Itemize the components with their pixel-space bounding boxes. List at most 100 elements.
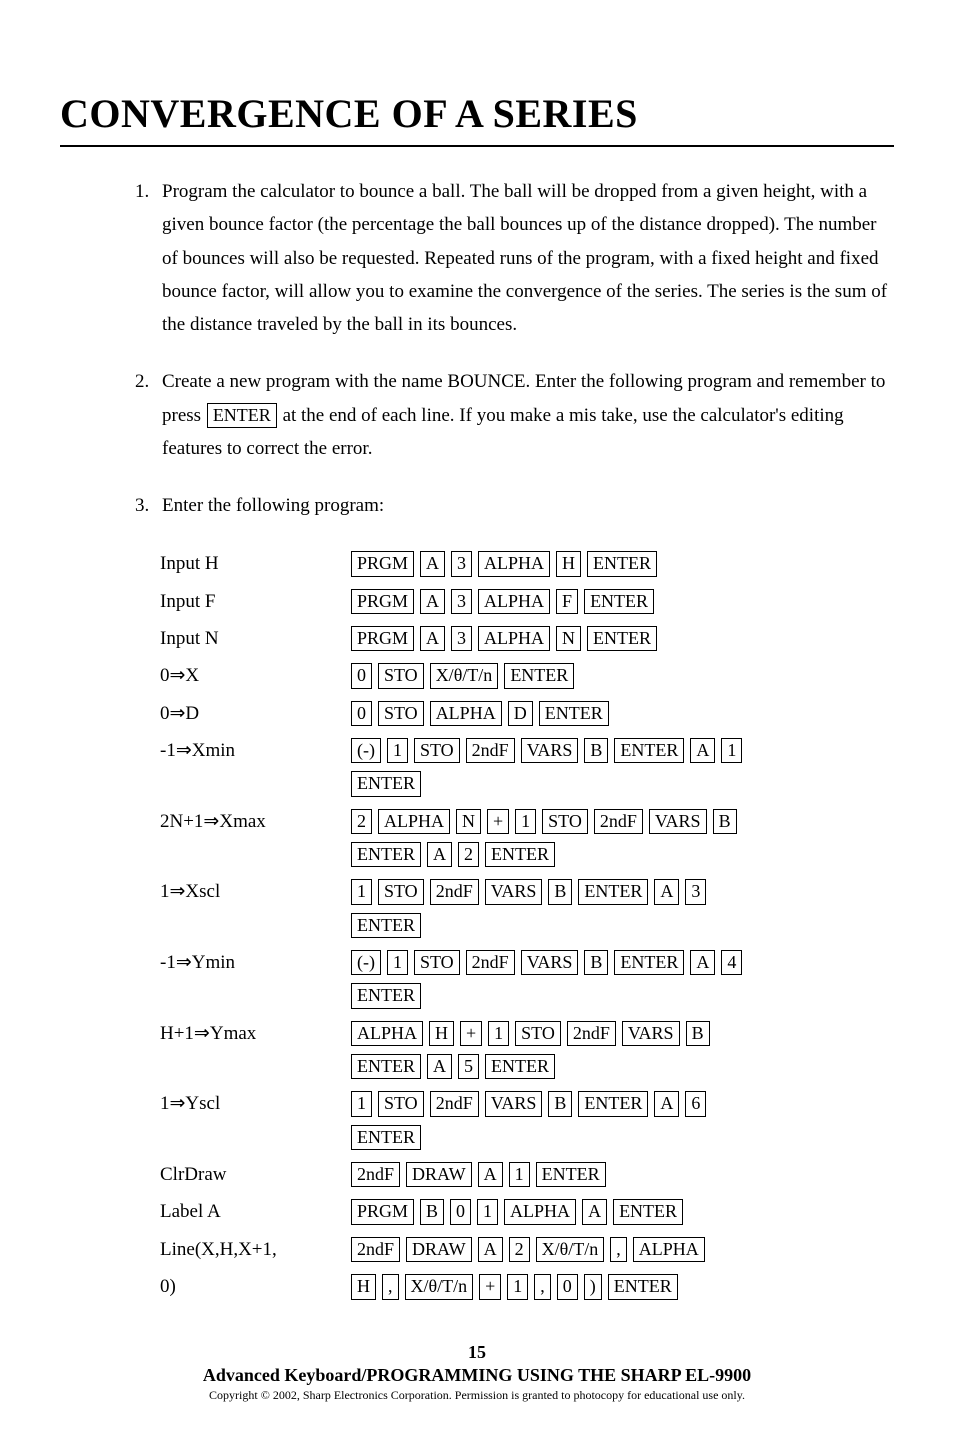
key: B — [584, 738, 608, 763]
key: ENTER — [613, 1199, 683, 1224]
key: ENTER — [485, 1054, 555, 1079]
keys-line: ENTER — [348, 910, 745, 941]
program-keys: 2ndFDRAWA1ENTER — [348, 1157, 745, 1194]
program-label: Input H — [160, 546, 348, 583]
key: ENTER — [608, 1274, 678, 1299]
table-row: 0⇒D0STOALPHADENTER — [160, 696, 745, 733]
key: ENTER — [504, 663, 574, 688]
key: A — [478, 1162, 503, 1187]
table-row: Input NPRGMA3ALPHANENTER — [160, 621, 745, 658]
program-label: -1⇒Ymin — [160, 945, 348, 1016]
item-1: Program the calculator to bounce a ball.… — [154, 175, 894, 341]
key: A — [420, 551, 445, 576]
key: ENTER — [587, 626, 657, 651]
key: 0 — [557, 1274, 578, 1299]
key: ) — [584, 1274, 602, 1299]
keys-line: (-)1STO2ndFVARSBENTERA1 — [348, 735, 745, 766]
program-keys: PRGMB01ALPHAAENTER — [348, 1194, 745, 1231]
key: STO — [515, 1021, 561, 1046]
key: 3 — [685, 879, 706, 904]
key: DRAW — [406, 1162, 472, 1187]
item-3: Enter the following program: — [154, 489, 894, 522]
keys-line: H,X/θ/T/n+1,0)ENTER — [348, 1271, 745, 1302]
key: H — [351, 1274, 376, 1299]
program-label: 0⇒D — [160, 696, 348, 733]
key: ENTER — [578, 1091, 648, 1116]
key: ALPHA — [633, 1237, 705, 1262]
program-label: Line(X,H,X+1, — [160, 1232, 348, 1269]
key: STO — [414, 738, 460, 763]
key: VARS — [521, 950, 579, 975]
program-label: 1⇒Xscl — [160, 874, 348, 945]
table-row: 0)H,X/θ/T/n+1,0)ENTER — [160, 1269, 745, 1306]
key: B — [548, 1091, 572, 1116]
enter-key-inline: ENTER — [207, 403, 277, 428]
manual-title: Advanced Keyboard/PROGRAMMING USING THE … — [60, 1365, 894, 1386]
table-row: -1⇒Ymin(-)1STO2ndFVARSBENTERA4ENTER — [160, 945, 745, 1016]
key: PRGM — [351, 626, 414, 651]
key: + — [479, 1274, 501, 1299]
key: 2ndF — [466, 738, 515, 763]
key: X/θ/T/n — [405, 1274, 474, 1299]
key: ENTER — [351, 913, 421, 938]
key: 2ndF — [351, 1162, 400, 1187]
key: 2 — [458, 842, 479, 867]
program-label: 0⇒X — [160, 658, 348, 695]
key: A — [427, 842, 452, 867]
keys-line: ENTERA2ENTER — [348, 839, 745, 870]
keys-line: ENTER — [348, 1122, 745, 1153]
table-row: Line(X,H,X+1,2ndFDRAWA2X/θ/T/n,ALPHA — [160, 1232, 745, 1269]
key: VARS — [485, 879, 543, 904]
key: (-) — [351, 950, 381, 975]
table-row: Input FPRGMA3ALPHAFENTER — [160, 584, 745, 621]
key: + — [487, 809, 509, 834]
program-keys: PRGMA3ALPHAHENTER — [348, 546, 745, 583]
key: 1 — [721, 738, 742, 763]
key: 1 — [351, 879, 372, 904]
key: DRAW — [406, 1237, 472, 1262]
program-label: Label A — [160, 1194, 348, 1231]
key: 1 — [488, 1021, 509, 1046]
table-row: ClrDraw2ndFDRAWA1ENTER — [160, 1157, 745, 1194]
key: ALPHA — [430, 701, 502, 726]
key: 1 — [509, 1162, 530, 1187]
keys-line: ENTER — [348, 980, 745, 1011]
key: ALPHA — [478, 589, 550, 614]
key: ENTER — [351, 771, 421, 796]
key: ENTER — [485, 842, 555, 867]
program-keys: 1STO2ndFVARSBENTERA6ENTER — [348, 1086, 745, 1157]
key: A — [420, 626, 445, 651]
keys-line: (-)1STO2ndFVARSBENTERA4 — [348, 947, 745, 978]
table-row: Label APRGMB01ALPHAAENTER — [160, 1194, 745, 1231]
program-keys: 1STO2ndFVARSBENTERA3ENTER — [348, 874, 745, 945]
key: PRGM — [351, 551, 414, 576]
key: N — [456, 809, 481, 834]
program-keys: PRGMA3ALPHANENTER — [348, 621, 745, 658]
keys-line: ALPHAH+1STO2ndFVARSB — [348, 1018, 745, 1049]
key: VARS — [521, 738, 579, 763]
keys-line: 0STOALPHADENTER — [348, 698, 745, 729]
key: ENTER — [584, 589, 654, 614]
key: 0 — [450, 1199, 471, 1224]
title-rule — [60, 145, 894, 147]
key: 3 — [451, 589, 472, 614]
key: ALPHA — [351, 1021, 423, 1046]
program-label: Input N — [160, 621, 348, 658]
keys-line: 1STO2ndFVARSBENTERA6 — [348, 1088, 745, 1119]
key: X/θ/T/n — [430, 663, 499, 688]
key: VARS — [649, 809, 707, 834]
key: A — [654, 879, 679, 904]
key: ALPHA — [504, 1199, 576, 1224]
page-footer: 15 Advanced Keyboard/PROGRAMMING USING T… — [60, 1342, 894, 1403]
table-row: 0⇒X0STOX/θ/T/nENTER — [160, 658, 745, 695]
key: B — [686, 1021, 710, 1046]
key: 1 — [387, 738, 408, 763]
program-table: Input HPRGMA3ALPHAHENTERInput FPRGMA3ALP… — [160, 546, 894, 1306]
key: (-) — [351, 738, 381, 763]
key: 2 — [509, 1237, 530, 1262]
key: A — [478, 1237, 503, 1262]
program-keys: 0STOALPHADENTER — [348, 696, 745, 733]
key: ENTER — [539, 701, 609, 726]
key: A — [420, 589, 445, 614]
key: ALPHA — [378, 809, 450, 834]
